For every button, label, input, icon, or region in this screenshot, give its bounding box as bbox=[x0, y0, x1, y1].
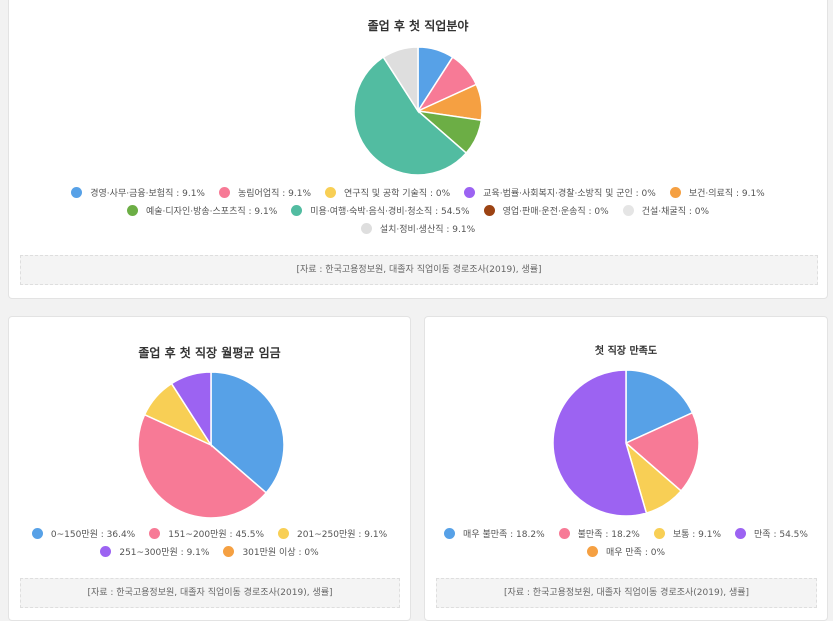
legend-label: 교육·법률·사회복지·경찰·소방직 및 군인 : 0% bbox=[483, 189, 656, 199]
legend-row: 경영·사무·금융·보험직 : 9.1% 농림어업직 : 9.1% 연구직 및 공학 … bbox=[9, 182, 827, 200]
legend-swatch bbox=[278, 528, 290, 539]
legend-label: 201~250만원 : 9.1% bbox=[297, 530, 388, 540]
legend-swatch bbox=[558, 528, 570, 539]
legend-row: 0~150만원 : 36.4% 151~200만원 : 45.5% 201~250만… bbox=[9, 523, 410, 541]
legend-label: 151~200만원 : 45.5% bbox=[168, 530, 265, 540]
legend-row: 매우 만족 : 0% bbox=[425, 541, 827, 559]
legend-item[interactable]: 251~300만원 : 9.1% bbox=[100, 545, 209, 558]
legend-swatch bbox=[223, 546, 235, 557]
legend-swatch bbox=[149, 528, 161, 539]
legend-label: 보건·의료직 : 9.1% bbox=[688, 189, 765, 199]
legend-label: 만족 : 54.5% bbox=[754, 530, 808, 540]
pie-chart bbox=[552, 369, 700, 517]
source-note: [자료 : 한국고용정보원, 대졸자 직업이동 경로조사(2019), 생률] bbox=[20, 578, 400, 608]
legend-swatch bbox=[586, 546, 598, 557]
legend-swatch bbox=[360, 223, 372, 234]
legend-swatch bbox=[126, 205, 138, 216]
legend-swatch bbox=[622, 205, 634, 216]
legend-label: 매우 만족 : 0% bbox=[605, 548, 665, 558]
chart-card-first-job-salary: 졸업 후 첫 직장 월평균 임금 0~150만원 : 36.4% 151~200만… bbox=[8, 316, 411, 621]
legend-swatch bbox=[669, 187, 681, 198]
legend-label: 연구직 및 공학 기술직 : 0% bbox=[344, 189, 451, 199]
legend-swatch bbox=[444, 528, 456, 539]
legend: 경영·사무·금융·보험직 : 9.1% 농림어업직 : 9.1% 연구직 및 공학 … bbox=[9, 182, 827, 236]
pie-slice[interactable] bbox=[552, 369, 648, 517]
legend-row: 예술·디자인·방송·스포츠직 : 9.1% 미용·여행·숙박·음식·경비·청소직 … bbox=[9, 200, 827, 218]
legend-row: 매우 불만족 : 18.2% 불만족 : 18.2% 보통 : 9.1% 만족 : 5… bbox=[425, 523, 827, 541]
pie-chart bbox=[137, 371, 285, 519]
pie-slice[interactable] bbox=[624, 411, 700, 492]
pie-chart bbox=[353, 46, 483, 176]
legend-item[interactable]: 건설·채굴직 : 0% bbox=[622, 204, 710, 217]
legend-label: 301만원 이상 : 0% bbox=[242, 548, 319, 558]
legend-item[interactable]: 예술·디자인·방송·스포츠직 : 9.1% bbox=[126, 204, 278, 217]
pie-slice[interactable] bbox=[382, 46, 419, 114]
legend-swatch bbox=[325, 187, 337, 198]
legend-label: 미용·여행·숙박·음식·경비·청소직 : 54.5% bbox=[310, 207, 470, 217]
legend-item[interactable]: 151~200만원 : 45.5% bbox=[149, 527, 264, 540]
pie-slice[interactable] bbox=[170, 371, 212, 448]
legend-swatch bbox=[653, 528, 665, 539]
legend-swatch bbox=[735, 528, 747, 539]
legend-item[interactable]: 영업·판매·운전·운송직 : 0% bbox=[483, 204, 609, 217]
legend: 매우 불만족 : 18.2% 불만족 : 18.2% 보통 : 9.1% 만족 : 5… bbox=[425, 523, 827, 559]
chart-title: 졸업 후 첫 직업분야 bbox=[367, 19, 469, 33]
pie-slice[interactable] bbox=[625, 369, 694, 445]
legend-swatch bbox=[218, 187, 230, 198]
legend-item[interactable]: 보통 : 9.1% bbox=[653, 527, 722, 540]
legend-label: 건설·채굴직 : 0% bbox=[641, 207, 710, 217]
legend-label: 251~300만원 : 9.1% bbox=[119, 548, 210, 558]
legend-label: 보통 : 9.1% bbox=[672, 530, 722, 540]
legend-swatch bbox=[100, 546, 112, 557]
legend-label: 매우 불만족 : 18.2% bbox=[463, 530, 545, 540]
legend-row: 설치·정비·생산직 : 9.1% bbox=[9, 218, 827, 236]
legend-item[interactable]: 201~250만원 : 9.1% bbox=[278, 527, 387, 540]
legend-label: 0~150만원 : 36.4% bbox=[50, 530, 136, 540]
legend-swatch bbox=[464, 187, 476, 198]
chart-card-first-job-field: 졸업 후 첫 직업분야 경영·사무·금융·보험직 : 9.1% 농림어업직 : 9… bbox=[8, 0, 828, 299]
legend-item[interactable]: 매우 불만족 : 18.2% bbox=[444, 527, 545, 540]
legend-item[interactable]: 미용·여행·숙박·음식·경비·청소직 : 54.5% bbox=[291, 204, 470, 217]
legend-item[interactable]: 농림어업직 : 9.1% bbox=[218, 186, 312, 199]
pie-slice[interactable] bbox=[137, 413, 268, 519]
legend-swatch bbox=[483, 205, 495, 216]
legend-item[interactable]: 0~150만원 : 36.4% bbox=[31, 527, 136, 540]
legend-item[interactable]: 교육·법률·사회복지·경찰·소방직 및 군인 : 0% bbox=[464, 186, 656, 199]
chart-title: 첫 직장 만족도 bbox=[594, 346, 658, 357]
legend-swatch bbox=[31, 528, 43, 539]
chart-card-first-job-satisfaction: 첫 직장 만족도 매우 불만족 : 18.2% 불만족 : 18.2% 보통 : 9… bbox=[424, 316, 828, 621]
legend-item[interactable]: 경영·사무·금융·보험직 : 9.1% bbox=[71, 186, 205, 199]
legend-row: 251~300만원 : 9.1% 301만원 이상 : 0% bbox=[9, 541, 410, 559]
legend-item[interactable]: 만족 : 54.5% bbox=[735, 527, 808, 540]
legend-item[interactable]: 보건·의료직 : 9.1% bbox=[669, 186, 765, 199]
legend-swatch bbox=[71, 187, 83, 198]
legend-item[interactable]: 불만족 : 18.2% bbox=[558, 527, 640, 540]
legend-item[interactable]: 연구직 및 공학 기술직 : 0% bbox=[325, 186, 450, 199]
pie-slice[interactable] bbox=[353, 56, 468, 176]
legend-item[interactable]: 301만원 이상 : 0% bbox=[223, 545, 319, 558]
legend-label: 경영·사무·금융·보험직 : 9.1% bbox=[90, 189, 205, 199]
legend-label: 영업·판매·운전·운송직 : 0% bbox=[502, 207, 609, 217]
legend-label: 설치·정비·생산직 : 9.1% bbox=[379, 225, 476, 235]
legend-label: 농림어업직 : 9.1% bbox=[237, 189, 312, 199]
legend-label: 예술·디자인·방송·스포츠직 : 9.1% bbox=[145, 207, 278, 217]
legend-item[interactable]: 매우 만족 : 0% bbox=[586, 545, 665, 558]
legend-swatch bbox=[291, 205, 303, 216]
source-note: [자료 : 한국고용정보원, 대졸자 직업이동 경로조사(2019), 생률] bbox=[20, 255, 818, 285]
legend-item[interactable]: 설치·정비·생산직 : 9.1% bbox=[360, 222, 476, 235]
pie-slice[interactable] bbox=[210, 371, 285, 494]
source-note: [자료 : 한국고용정보원, 대졸자 직업이동 경로조사(2019), 생률] bbox=[436, 578, 817, 608]
legend: 0~150만원 : 36.4% 151~200만원 : 45.5% 201~250만… bbox=[9, 523, 410, 559]
chart-title: 졸업 후 첫 직장 월평균 임금 bbox=[138, 346, 281, 360]
legend-label: 불만족 : 18.2% bbox=[577, 530, 640, 540]
